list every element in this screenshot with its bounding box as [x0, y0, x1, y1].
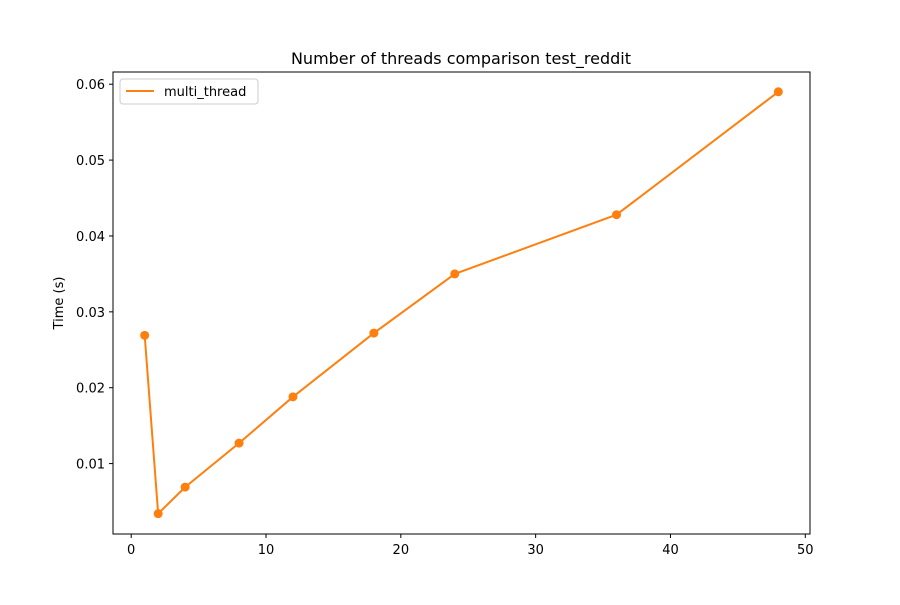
x-tick-label: 10	[258, 543, 275, 558]
x-tick-label: 40	[662, 543, 679, 558]
y-axis-ticks: 0.01 0.02 0.03 0.04 0.05 0.06	[76, 78, 113, 473]
y-tick-label: 0.03	[76, 306, 105, 321]
chart-title: Number of threads comparison test_reddit	[291, 49, 631, 69]
legend-label-multi-thread: multi_thread	[164, 85, 246, 100]
y-axis-label: Time (s)	[52, 277, 67, 331]
y-tick-label: 0.04	[76, 230, 105, 245]
data-point	[612, 210, 622, 220]
x-tick-label: 50	[797, 543, 814, 558]
x-tick-label: 30	[527, 543, 544, 558]
data-point	[140, 330, 150, 340]
data-point	[773, 87, 783, 97]
x-tick-label: 20	[393, 543, 410, 558]
data-point	[153, 509, 163, 519]
plot-area-frame	[112, 71, 811, 535]
x-axis-ticks: 0 10 20 30 40 50	[127, 534, 814, 558]
x-tick-label: 0	[127, 543, 135, 558]
data-point	[234, 438, 244, 448]
data-point	[369, 328, 379, 338]
legend: multi_thread	[119, 78, 259, 105]
y-tick-label: 0.05	[76, 154, 105, 169]
legend-box	[119, 78, 259, 105]
data-point	[450, 269, 460, 279]
data-point	[180, 482, 190, 492]
y-tick-label: 0.06	[76, 78, 105, 93]
y-tick-label: 0.01	[76, 458, 105, 473]
series-layer	[140, 87, 783, 519]
y-tick-label: 0.02	[76, 382, 105, 397]
data-point	[288, 392, 298, 402]
